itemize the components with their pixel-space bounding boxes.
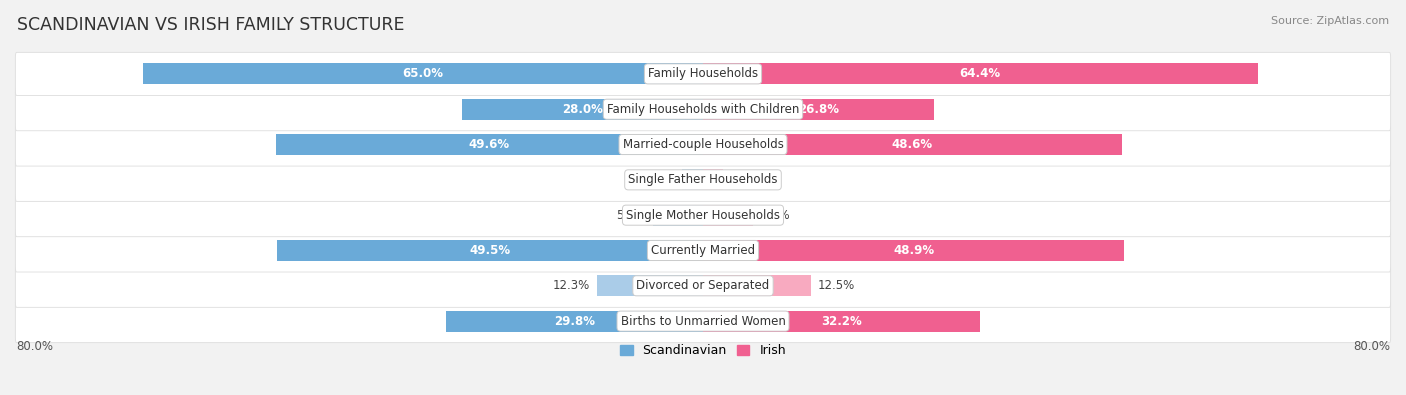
- Text: Single Father Households: Single Father Households: [628, 173, 778, 186]
- Bar: [682, 169, 703, 190]
- Text: 2.3%: 2.3%: [730, 173, 759, 186]
- Text: 32.2%: 32.2%: [821, 314, 862, 327]
- Bar: [703, 240, 1125, 261]
- Bar: [143, 63, 703, 85]
- FancyBboxPatch shape: [15, 229, 1391, 272]
- Text: 48.6%: 48.6%: [891, 138, 932, 151]
- FancyBboxPatch shape: [15, 53, 1391, 96]
- Bar: [703, 134, 1122, 155]
- Text: 80.0%: 80.0%: [15, 340, 53, 353]
- FancyBboxPatch shape: [15, 158, 1391, 201]
- Text: 12.5%: 12.5%: [817, 279, 855, 292]
- Text: 5.8%: 5.8%: [617, 209, 647, 222]
- Text: Family Households: Family Households: [648, 68, 758, 81]
- Text: 49.6%: 49.6%: [468, 138, 510, 151]
- Text: Divorced or Separated: Divorced or Separated: [637, 279, 769, 292]
- Bar: [703, 310, 980, 332]
- Bar: [652, 205, 703, 226]
- FancyBboxPatch shape: [15, 264, 1391, 307]
- Bar: [703, 205, 754, 226]
- Text: 2.4%: 2.4%: [645, 173, 675, 186]
- Text: 29.8%: 29.8%: [554, 314, 595, 327]
- Text: 65.0%: 65.0%: [402, 68, 444, 81]
- FancyBboxPatch shape: [15, 299, 1391, 342]
- Bar: [461, 99, 703, 120]
- Text: Births to Unmarried Women: Births to Unmarried Women: [620, 314, 786, 327]
- Text: 12.3%: 12.3%: [553, 279, 591, 292]
- Text: 5.8%: 5.8%: [759, 209, 789, 222]
- FancyBboxPatch shape: [15, 123, 1391, 166]
- Text: 49.5%: 49.5%: [470, 244, 510, 257]
- Text: 48.9%: 48.9%: [893, 244, 934, 257]
- Text: 28.0%: 28.0%: [562, 103, 603, 116]
- Text: Married-couple Households: Married-couple Households: [623, 138, 783, 151]
- Text: 64.4%: 64.4%: [960, 68, 1001, 81]
- Text: SCANDINAVIAN VS IRISH FAMILY STRUCTURE: SCANDINAVIAN VS IRISH FAMILY STRUCTURE: [17, 16, 405, 34]
- Text: 26.8%: 26.8%: [797, 103, 839, 116]
- Bar: [703, 63, 1257, 85]
- Text: Family Households with Children: Family Households with Children: [607, 103, 799, 116]
- Text: Source: ZipAtlas.com: Source: ZipAtlas.com: [1271, 16, 1389, 26]
- Text: Single Mother Households: Single Mother Households: [626, 209, 780, 222]
- Bar: [276, 134, 703, 155]
- Legend: Scandinavian, Irish: Scandinavian, Irish: [614, 339, 792, 362]
- FancyBboxPatch shape: [15, 88, 1391, 131]
- Text: Currently Married: Currently Married: [651, 244, 755, 257]
- Bar: [703, 275, 811, 296]
- Bar: [703, 169, 723, 190]
- Text: 80.0%: 80.0%: [1353, 340, 1391, 353]
- Bar: [598, 275, 703, 296]
- Bar: [277, 240, 703, 261]
- Bar: [703, 99, 934, 120]
- Bar: [446, 310, 703, 332]
- FancyBboxPatch shape: [15, 194, 1391, 237]
